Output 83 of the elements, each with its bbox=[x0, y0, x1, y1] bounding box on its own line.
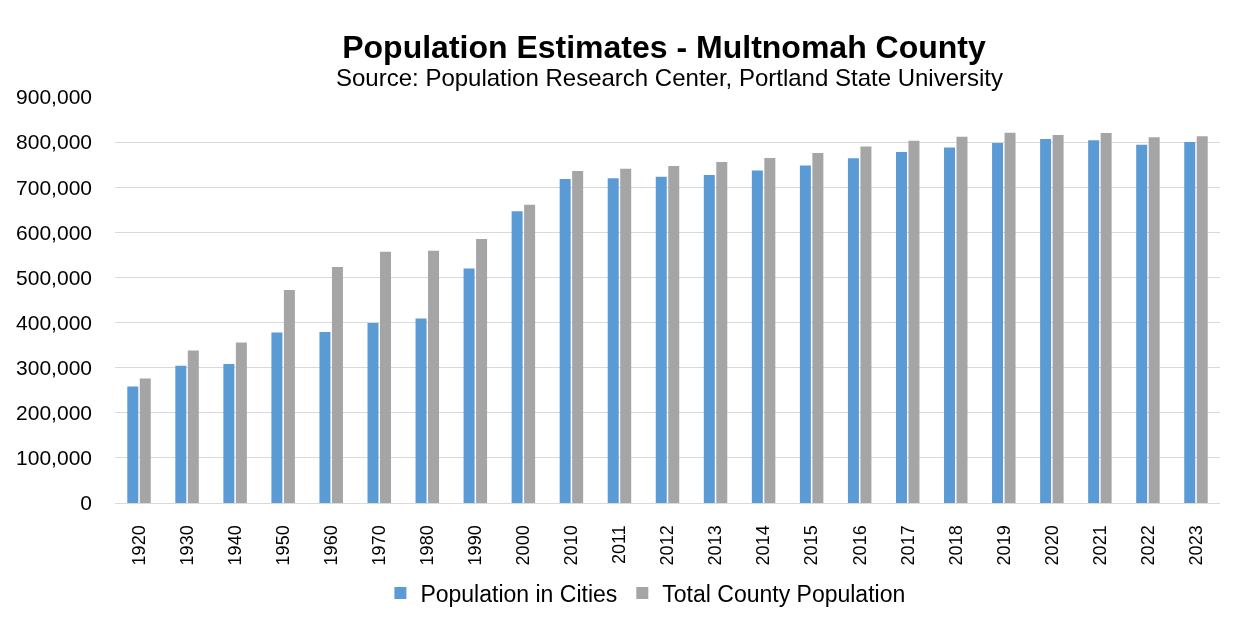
x-tick-label: 1920 bbox=[128, 525, 149, 566]
bar bbox=[764, 157, 776, 503]
bar bbox=[415, 318, 427, 503]
x-tick-label: 2017 bbox=[897, 525, 918, 566]
bar bbox=[139, 378, 151, 503]
x-tick-label: 2011 bbox=[609, 525, 630, 565]
bar bbox=[860, 146, 872, 503]
y-tick-label: 0 bbox=[80, 491, 92, 515]
y-tick-label: 500,000 bbox=[16, 265, 92, 289]
bar bbox=[895, 152, 907, 503]
y-tick-label: 800,000 bbox=[16, 130, 92, 154]
bar bbox=[1088, 140, 1100, 503]
y-tick-label: 700,000 bbox=[16, 175, 92, 199]
bar bbox=[367, 323, 379, 503]
bar bbox=[992, 143, 1004, 503]
bar bbox=[319, 332, 331, 503]
bar bbox=[1004, 132, 1016, 503]
bar bbox=[908, 140, 920, 503]
bar bbox=[331, 267, 343, 503]
bar bbox=[1196, 136, 1208, 503]
bar bbox=[175, 365, 187, 503]
bar bbox=[271, 332, 283, 503]
bar bbox=[607, 178, 619, 503]
x-tick-label: 2015 bbox=[801, 525, 822, 566]
y-tick-label: 400,000 bbox=[16, 310, 92, 334]
bar bbox=[187, 350, 199, 503]
y-tick-label: 300,000 bbox=[16, 356, 92, 380]
bar bbox=[1052, 134, 1064, 503]
chart-title: Population Estimates - Multnomah County bbox=[342, 29, 986, 66]
y-tick-label: 900,000 bbox=[16, 85, 92, 109]
bar bbox=[524, 204, 536, 503]
y-tick-label: 200,000 bbox=[16, 401, 92, 425]
bar bbox=[463, 268, 475, 503]
bar bbox=[283, 290, 295, 503]
x-tick-label: 2019 bbox=[993, 525, 1014, 566]
bar bbox=[716, 161, 728, 503]
chart-subtitle: Source: Population Research Center, Portland State University bbox=[336, 64, 1004, 91]
bar bbox=[572, 170, 584, 503]
x-tick-label: 2018 bbox=[945, 525, 966, 566]
bar bbox=[379, 251, 391, 503]
x-tick-label: 2021 bbox=[1089, 525, 1110, 566]
bar bbox=[1184, 142, 1196, 503]
x-tick-label: 1970 bbox=[369, 525, 390, 566]
bar bbox=[235, 342, 247, 503]
bar bbox=[511, 211, 523, 503]
bar bbox=[1136, 144, 1148, 503]
x-tick-label: 2010 bbox=[561, 525, 582, 566]
bar bbox=[847, 158, 859, 503]
bar bbox=[655, 176, 667, 503]
bar bbox=[799, 165, 811, 503]
y-tick-label: 100,000 bbox=[16, 446, 92, 470]
bar bbox=[668, 166, 680, 503]
bar bbox=[1148, 137, 1160, 503]
x-tick-label: 1930 bbox=[176, 525, 197, 566]
x-tick-label: 2000 bbox=[513, 525, 534, 566]
bar bbox=[751, 170, 763, 503]
legend-label: Total County Population bbox=[662, 580, 906, 607]
bar bbox=[620, 168, 632, 503]
bar bbox=[703, 175, 715, 503]
bar bbox=[956, 136, 968, 503]
legend-label: Population in Cities bbox=[420, 580, 618, 607]
bar bbox=[559, 179, 571, 503]
x-tick-label: 1940 bbox=[224, 525, 245, 566]
x-tick-label: 2020 bbox=[1041, 525, 1062, 566]
bar bbox=[223, 364, 235, 503]
bar bbox=[812, 152, 824, 503]
x-tick-label: 2016 bbox=[849, 525, 870, 566]
x-tick-label: 2013 bbox=[705, 525, 726, 566]
x-tick-label: 2012 bbox=[657, 525, 678, 566]
x-tick-label: 2022 bbox=[1137, 525, 1158, 566]
x-tick-label: 2023 bbox=[1185, 525, 1206, 566]
x-tick-label: 1960 bbox=[321, 525, 342, 566]
bar bbox=[944, 147, 956, 503]
x-tick-label: 1950 bbox=[273, 525, 293, 566]
bar bbox=[1040, 138, 1052, 503]
bar bbox=[1100, 133, 1112, 503]
y-tick-label: 600,000 bbox=[16, 220, 92, 244]
x-tick-label: 1980 bbox=[417, 525, 438, 566]
x-tick-label: 1990 bbox=[465, 525, 486, 566]
bar bbox=[428, 250, 440, 503]
bar bbox=[476, 239, 488, 503]
x-tick-label: 2014 bbox=[753, 525, 774, 566]
bar bbox=[127, 386, 139, 503]
